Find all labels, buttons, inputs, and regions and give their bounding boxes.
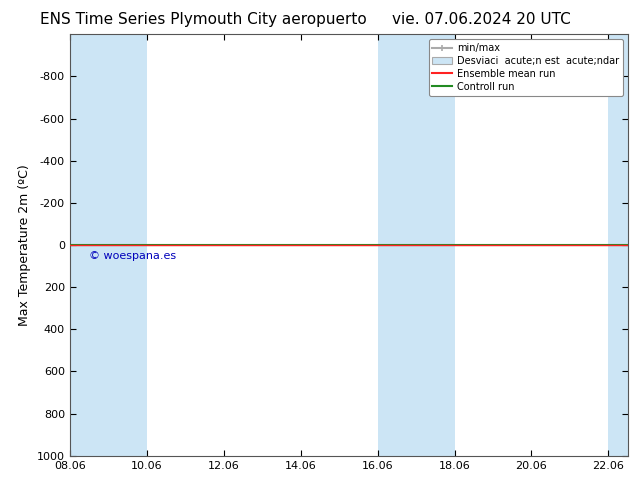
Text: ENS Time Series Plymouth City aeropuerto: ENS Time Series Plymouth City aeropuerto xyxy=(39,12,366,27)
Legend: min/max, Desviaci  acute;n est  acute;ndar, Ensemble mean run, Controll run: min/max, Desviaci acute;n est acute;ndar… xyxy=(429,39,623,96)
Text: vie. 07.06.2024 20 UTC: vie. 07.06.2024 20 UTC xyxy=(392,12,571,27)
Y-axis label: Max Temperature 2m (ºC): Max Temperature 2m (ºC) xyxy=(18,164,31,326)
Bar xyxy=(70,34,146,456)
Text: © woespana.es: © woespana.es xyxy=(89,251,176,261)
Bar xyxy=(378,34,455,456)
Bar xyxy=(609,34,628,456)
